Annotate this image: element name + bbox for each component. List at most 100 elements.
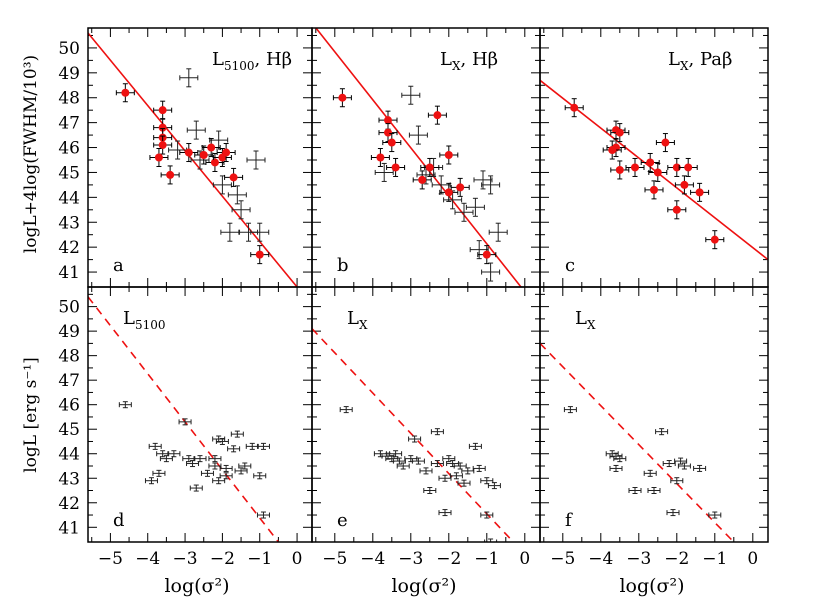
panel-title-main: L xyxy=(668,49,680,70)
data-point xyxy=(401,85,421,105)
data-point xyxy=(212,175,232,195)
data-point xyxy=(457,479,471,487)
fit-line xyxy=(314,28,522,287)
red-marker xyxy=(710,235,719,244)
highlight-point xyxy=(201,138,221,158)
red-marker xyxy=(154,153,163,162)
x-tick-label: −5 xyxy=(550,549,575,569)
panel-title-line: , Hβ xyxy=(255,49,293,70)
highlight-point xyxy=(644,180,664,200)
red-marker xyxy=(615,165,624,174)
y-tick-label: 41 xyxy=(58,263,80,283)
panel-title: LX xyxy=(347,308,368,332)
data-point xyxy=(396,462,410,470)
red-marker xyxy=(570,103,579,112)
x-axis-label-left: log(σ²) xyxy=(164,575,229,597)
x-tick-label: 0 xyxy=(519,549,530,569)
data-point xyxy=(238,462,252,470)
highlight-point xyxy=(332,88,352,108)
panel-title: LX xyxy=(575,308,596,332)
red-marker xyxy=(684,163,693,172)
highlight-point xyxy=(678,157,698,177)
highlight-point xyxy=(564,98,584,118)
data-point xyxy=(230,430,244,438)
data-point xyxy=(212,477,226,485)
highlight-point xyxy=(370,148,390,167)
x-tick-label: −1 xyxy=(247,549,272,569)
panel-title-line: , Hβ xyxy=(461,49,499,70)
panel-title-main: L xyxy=(347,308,359,329)
panel-f: −5 −4 −3 −2 −1 0 f LX xyxy=(539,286,769,569)
y-tick-label: 44 xyxy=(58,188,80,208)
data-point xyxy=(465,197,485,217)
x-tick-label: −1 xyxy=(474,549,499,569)
data-point xyxy=(609,464,623,472)
highlight-point xyxy=(655,133,675,153)
y-tick-label: 48 xyxy=(58,89,80,109)
data-point xyxy=(563,406,577,414)
highlight-point xyxy=(602,140,622,160)
panel-frame xyxy=(539,286,769,543)
red-marker xyxy=(653,168,662,177)
highlight-point xyxy=(610,123,630,143)
data-point xyxy=(430,460,444,468)
red-marker xyxy=(158,123,167,132)
highlight-point xyxy=(386,157,406,177)
panel-letter: d xyxy=(113,510,125,531)
data-point xyxy=(419,467,433,475)
panel-a: 41 42 43 44 45 46 47 48 49 50 a L5100, Hβ xyxy=(58,27,313,288)
red-marker xyxy=(376,153,385,162)
highlight-point xyxy=(224,167,244,187)
x-tick-label: 0 xyxy=(292,549,303,569)
highlight-point xyxy=(674,175,694,195)
data-point xyxy=(453,462,467,470)
x-axis-label-middle: log(σ²) xyxy=(391,575,456,597)
data-point xyxy=(219,464,233,472)
data-point xyxy=(385,455,399,463)
data-point xyxy=(484,538,498,542)
highlight-point xyxy=(648,162,668,182)
panel-letter: c xyxy=(565,255,575,276)
highlight-point xyxy=(149,148,169,167)
data-point xyxy=(245,442,259,450)
highlight-point xyxy=(427,105,447,125)
highlight-point xyxy=(439,182,459,202)
data-point xyxy=(144,477,158,485)
red-marker xyxy=(384,116,392,125)
red-marker xyxy=(229,173,238,182)
data-point xyxy=(481,262,501,282)
x-tick-label: −3 xyxy=(173,549,198,569)
red-marker xyxy=(695,188,704,197)
data-point xyxy=(454,202,474,222)
highlight-point xyxy=(420,157,440,177)
x-tick-label: 0 xyxy=(747,549,758,569)
highlight-point xyxy=(250,245,270,265)
red-marker xyxy=(425,163,434,172)
data-point xyxy=(231,200,251,220)
data-point xyxy=(438,509,452,517)
y-tick-label: 41 xyxy=(58,518,80,538)
panel-title-line: , Paβ xyxy=(689,49,733,70)
data-point xyxy=(152,469,166,477)
data-point xyxy=(374,162,394,182)
data-point xyxy=(430,428,444,436)
data-point xyxy=(178,418,192,426)
red-marker xyxy=(391,163,400,172)
data-point xyxy=(487,482,501,490)
data-point xyxy=(200,469,214,477)
panel-title-main: L xyxy=(440,49,452,70)
fit-line xyxy=(312,328,514,542)
red-marker xyxy=(338,93,347,102)
red-marker xyxy=(121,88,130,97)
panel-e: −5 −4 −3 −2 −1 0 e LX xyxy=(311,286,541,569)
panel-title: LX, Paβ xyxy=(668,49,732,73)
x-tick-label: −2 xyxy=(436,549,461,569)
red-marker xyxy=(166,170,175,179)
highlight-point xyxy=(705,230,725,250)
panel-title-main: L xyxy=(212,49,224,70)
red-marker xyxy=(444,151,453,160)
y-tick-label: 46 xyxy=(58,396,80,416)
highlight-point xyxy=(216,143,236,163)
highlight-point xyxy=(667,200,687,220)
